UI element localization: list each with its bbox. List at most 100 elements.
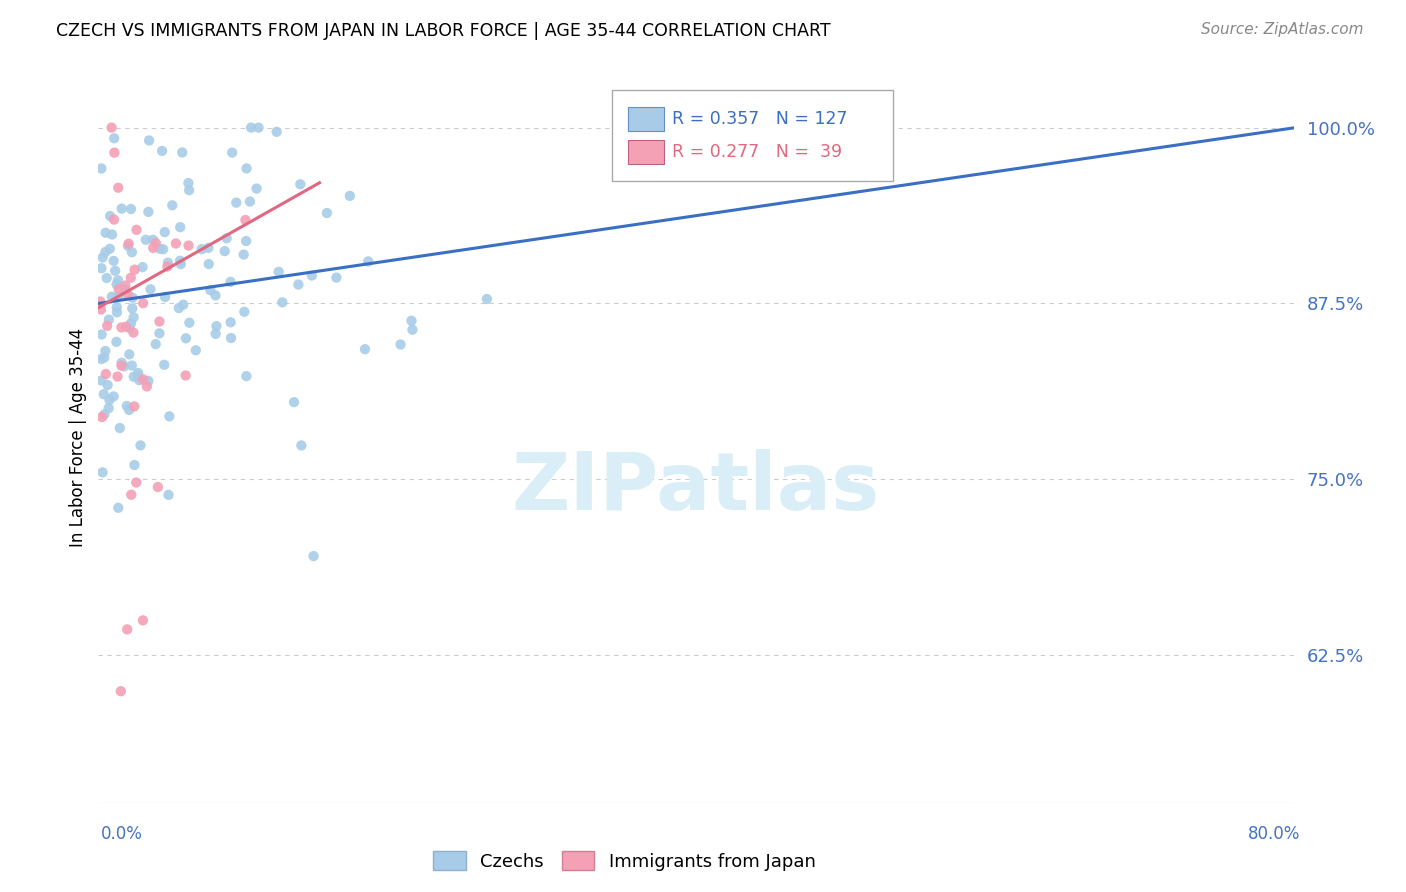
- Point: [153, 225, 176, 239]
- Point: [135, 233, 157, 247]
- Point: [170, 257, 193, 271]
- Point: [103, 253, 125, 268]
- Point: [94, 226, 117, 240]
- Text: R = 0.357   N = 127: R = 0.357 N = 127: [672, 110, 848, 128]
- Point: [177, 183, 200, 197]
- Text: 80.0%: 80.0%: [1249, 825, 1301, 843]
- Point: [401, 323, 423, 337]
- Point: [235, 369, 257, 384]
- Point: [233, 305, 256, 319]
- Point: [96, 318, 118, 333]
- FancyBboxPatch shape: [628, 107, 664, 131]
- Point: [114, 278, 136, 293]
- Point: [235, 161, 257, 176]
- Point: [132, 372, 155, 386]
- Point: [152, 242, 174, 256]
- Point: [290, 438, 312, 452]
- Point: [235, 234, 257, 248]
- Point: [115, 319, 138, 334]
- Point: [115, 623, 138, 637]
- Point: [118, 347, 141, 361]
- Point: [107, 500, 129, 515]
- Point: [120, 317, 142, 331]
- Point: [124, 400, 146, 414]
- Point: [90, 351, 112, 366]
- Point: [124, 262, 146, 277]
- Point: [122, 310, 145, 325]
- Point: [267, 265, 290, 279]
- Point: [101, 290, 124, 304]
- Point: [179, 316, 201, 330]
- Point: [94, 344, 117, 359]
- Point: [110, 320, 132, 334]
- Point: [225, 195, 247, 210]
- Point: [97, 378, 120, 392]
- Text: R = 0.277   N =  39: R = 0.277 N = 39: [672, 143, 842, 161]
- Point: [100, 120, 122, 135]
- Point: [239, 194, 262, 209]
- Point: [98, 242, 121, 256]
- Point: [107, 369, 129, 384]
- Point: [145, 337, 167, 351]
- Point: [221, 145, 243, 160]
- Point: [138, 374, 160, 388]
- Point: [121, 245, 143, 260]
- Point: [97, 312, 120, 326]
- Point: [145, 235, 167, 250]
- Point: [107, 282, 129, 296]
- Point: [200, 283, 222, 297]
- Point: [219, 275, 242, 289]
- Point: [247, 120, 270, 135]
- Point: [290, 178, 312, 192]
- Point: [104, 264, 127, 278]
- Point: [105, 305, 128, 319]
- Point: [125, 223, 148, 237]
- Point: [105, 277, 128, 292]
- Point: [156, 260, 179, 274]
- Point: [142, 241, 165, 255]
- Point: [302, 549, 325, 563]
- Point: [172, 298, 194, 312]
- Point: [121, 359, 143, 373]
- Point: [103, 145, 125, 160]
- Point: [120, 270, 142, 285]
- Point: [316, 206, 339, 220]
- Point: [401, 314, 423, 328]
- Point: [354, 342, 377, 356]
- Point: [162, 198, 184, 212]
- Point: [197, 257, 219, 271]
- Point: [357, 254, 380, 268]
- Point: [135, 379, 157, 393]
- Point: [93, 387, 115, 401]
- Point: [287, 277, 309, 292]
- Point: [128, 373, 150, 387]
- Point: [219, 331, 242, 345]
- Point: [204, 288, 226, 302]
- Point: [219, 315, 242, 329]
- Point: [89, 294, 111, 309]
- Point: [127, 369, 149, 384]
- Point: [112, 359, 135, 374]
- Point: [121, 291, 143, 305]
- Point: [283, 395, 305, 409]
- Text: 0.0%: 0.0%: [101, 825, 143, 843]
- FancyBboxPatch shape: [628, 140, 664, 164]
- Point: [118, 321, 141, 335]
- Point: [165, 236, 187, 251]
- Point: [215, 231, 238, 245]
- Point: [90, 374, 112, 388]
- Point: [90, 261, 112, 276]
- Point: [117, 287, 139, 301]
- Y-axis label: In Labor Force | Age 35-44: In Labor Force | Age 35-44: [69, 327, 87, 547]
- Point: [103, 389, 125, 403]
- Point: [91, 410, 114, 425]
- Point: [169, 220, 191, 235]
- Point: [132, 296, 155, 310]
- Point: [101, 227, 124, 242]
- Point: [153, 290, 176, 304]
- Point: [107, 289, 129, 303]
- Point: [103, 131, 125, 145]
- Text: ZIPatlas: ZIPatlas: [512, 450, 880, 527]
- Point: [156, 255, 179, 269]
- Point: [125, 475, 148, 490]
